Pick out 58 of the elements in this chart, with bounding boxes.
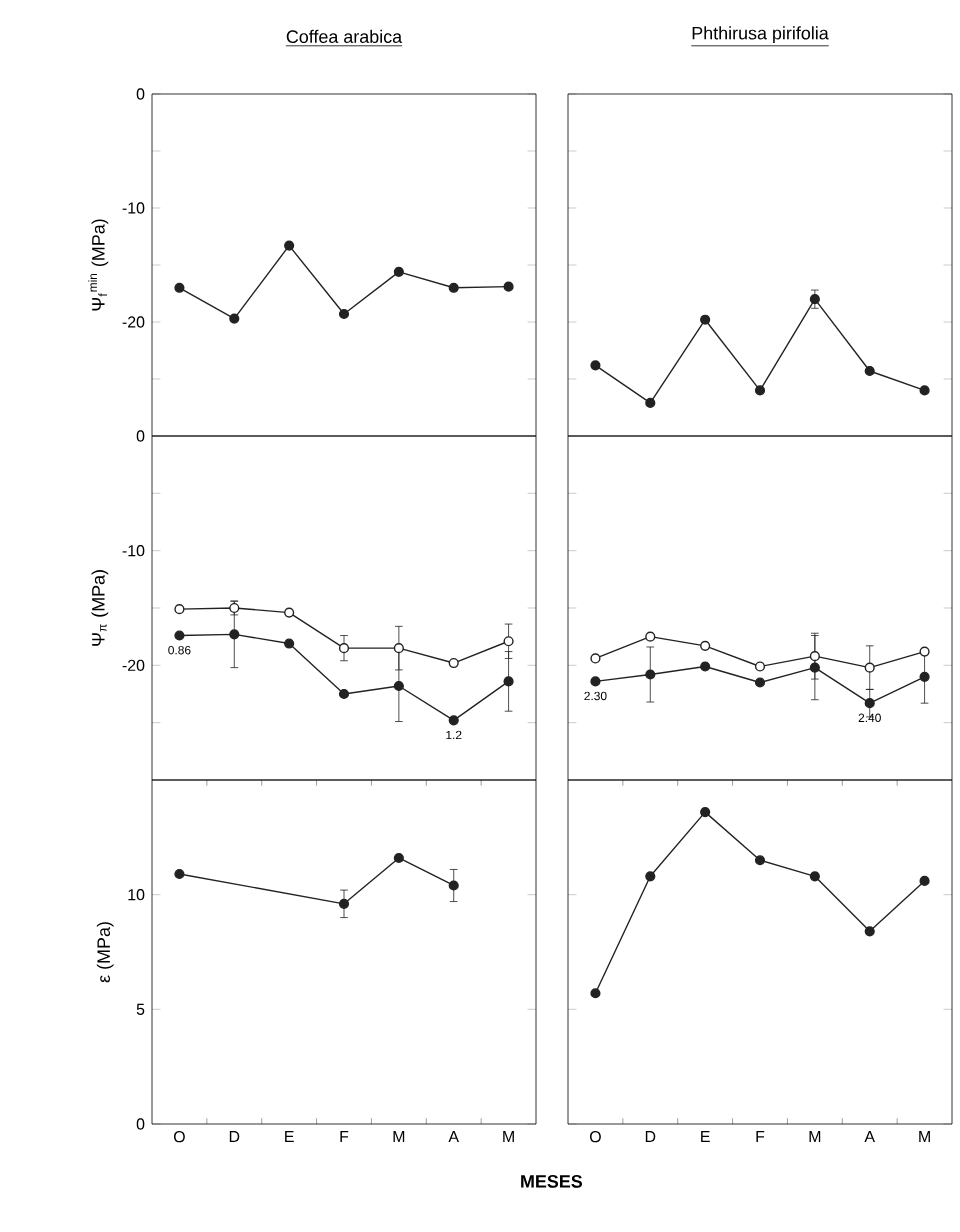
point bbox=[645, 397, 656, 409]
point bbox=[809, 871, 820, 882]
point bbox=[393, 680, 404, 692]
point bbox=[590, 360, 601, 371]
point bbox=[174, 630, 185, 641]
point bbox=[590, 988, 601, 999]
point bbox=[503, 676, 514, 687]
point bbox=[229, 629, 240, 640]
point bbox=[590, 653, 601, 664]
point bbox=[284, 638, 295, 649]
point bbox=[919, 385, 930, 396]
point bbox=[174, 868, 185, 880]
point bbox=[809, 294, 820, 305]
point bbox=[919, 875, 930, 886]
point bbox=[393, 643, 404, 654]
point bbox=[503, 281, 514, 292]
x-axis-title: MESES bbox=[521, 1175, 583, 1188]
point bbox=[864, 698, 875, 709]
y-axis-title: Ψ$_{f}$$^{min}$ (MPa) bbox=[88, 219, 109, 311]
point bbox=[393, 266, 404, 277]
point bbox=[174, 604, 185, 615]
point bbox=[448, 715, 459, 726]
point bbox=[919, 671, 930, 682]
point bbox=[754, 661, 766, 672]
point bbox=[700, 314, 711, 325]
point bbox=[338, 688, 350, 700]
point bbox=[229, 313, 240, 324]
point bbox=[700, 661, 711, 672]
point bbox=[284, 607, 295, 618]
point bbox=[754, 385, 766, 396]
y-axis-title: Ψ$_{π}$ (MPa) bbox=[91, 570, 109, 646]
point bbox=[338, 308, 350, 320]
point bbox=[700, 807, 711, 818]
point bbox=[754, 677, 766, 688]
point bbox=[284, 240, 295, 251]
point bbox=[700, 640, 711, 651]
point bbox=[590, 676, 601, 687]
chart-title: Phthirusa pirifolia bbox=[692, 26, 829, 44]
point bbox=[174, 282, 185, 293]
point bbox=[338, 643, 350, 654]
point bbox=[338, 898, 350, 909]
point bbox=[645, 631, 656, 642]
point bbox=[393, 852, 404, 864]
point bbox=[645, 669, 656, 680]
point bbox=[503, 636, 514, 647]
point bbox=[448, 282, 459, 293]
point bbox=[809, 651, 820, 662]
point bbox=[448, 880, 459, 891]
point bbox=[645, 871, 656, 882]
point bbox=[864, 662, 875, 673]
point bbox=[754, 855, 766, 866]
point bbox=[448, 657, 459, 669]
y-axis-title: ε (MPa) bbox=[96, 922, 114, 983]
point bbox=[919, 646, 930, 657]
point bbox=[809, 662, 820, 673]
chart-title: Coffea arabica bbox=[286, 29, 403, 44]
point bbox=[864, 926, 875, 937]
point bbox=[864, 365, 875, 377]
